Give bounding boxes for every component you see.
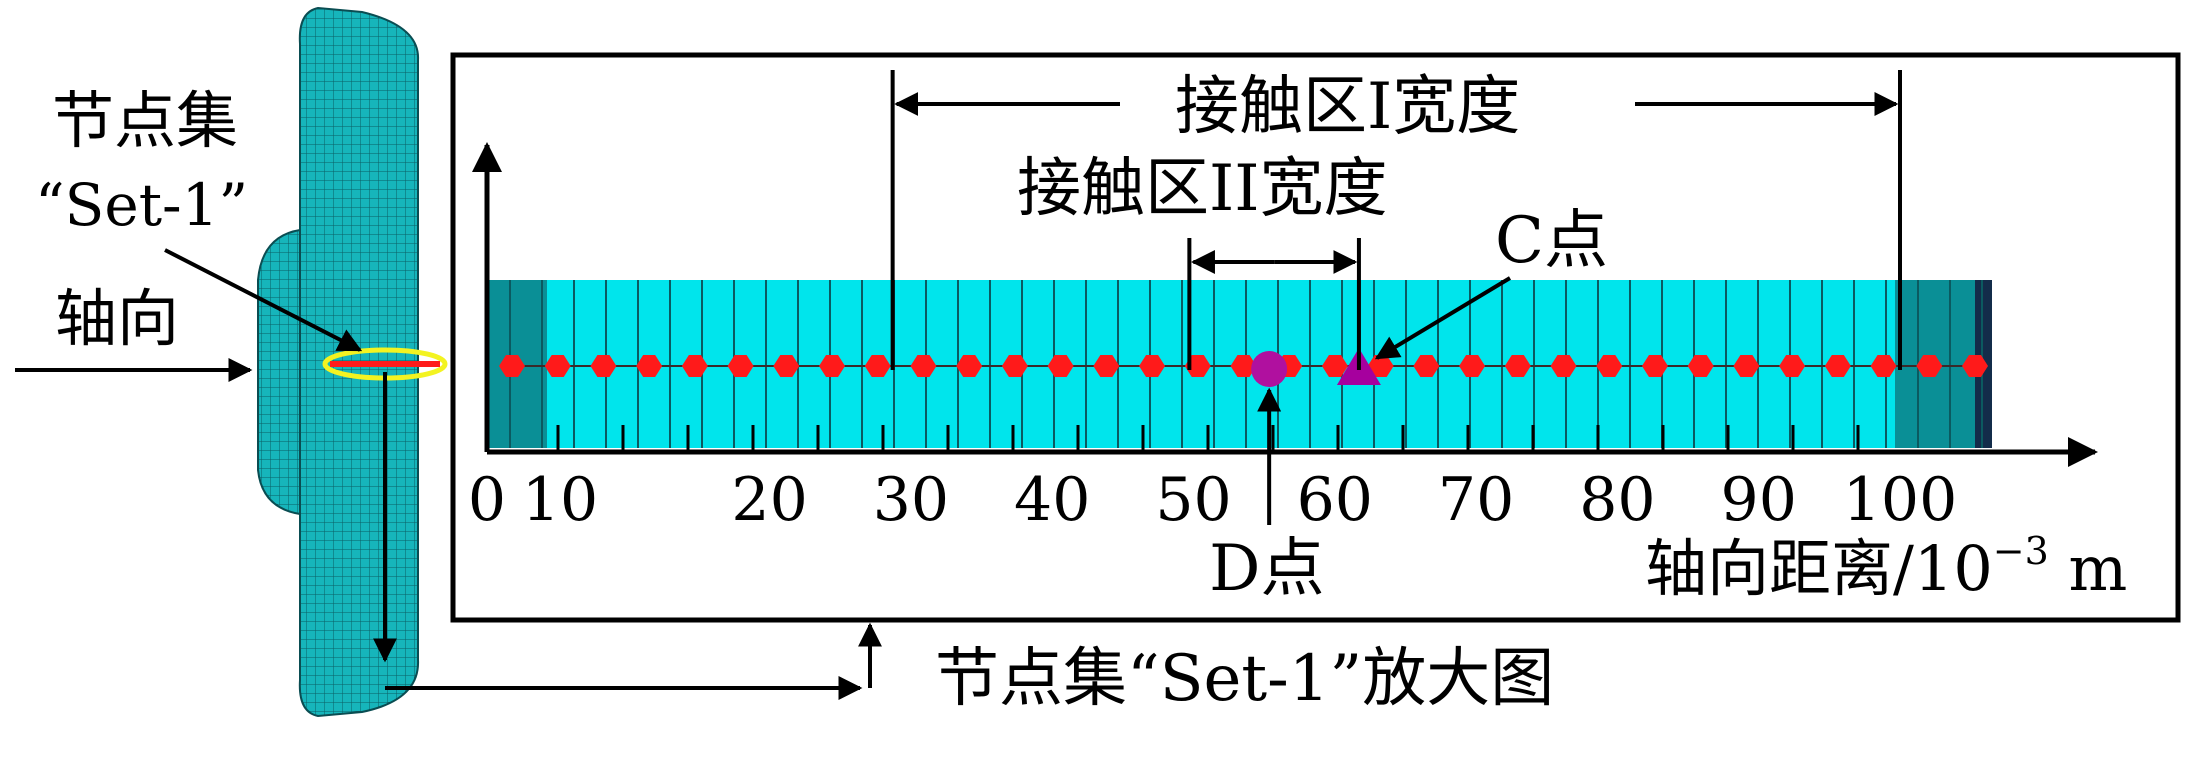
node-point — [910, 355, 937, 377]
node-set-label-line2: “Set-1” — [35, 171, 248, 239]
x-tick-label: 60 — [1297, 465, 1373, 535]
node-point — [1093, 355, 1120, 377]
x-tick-label: 70 — [1438, 465, 1514, 535]
node-point — [773, 355, 800, 377]
node-points — [499, 355, 1988, 377]
x-tick-label: 20 — [731, 465, 807, 535]
node-point — [1596, 355, 1623, 377]
node-point — [1459, 355, 1486, 377]
figure-caption: 节点集“Set-1”放大图 — [935, 642, 1554, 716]
node-point — [1367, 355, 1394, 377]
point-d-label: D点 — [1209, 532, 1324, 606]
contact-region-I: 接触区I宽度 — [890, 70, 1902, 370]
point-d-marker — [1251, 351, 1288, 387]
magnify-connector — [373, 372, 882, 700]
wheel-mesh-model — [257, 6, 448, 718]
x-tick-label: 50 — [1155, 465, 1231, 535]
x-tick-label: 0 — [468, 465, 506, 535]
node-point — [1321, 355, 1348, 377]
element-boundaries — [509, 280, 1983, 448]
node-point — [819, 355, 846, 377]
node-point — [1413, 355, 1440, 377]
node-point — [1733, 355, 1760, 377]
node-point — [1550, 355, 1577, 377]
node-point — [1870, 355, 1897, 377]
node-point — [1047, 355, 1074, 377]
node-point — [1779, 355, 1806, 377]
node-point — [499, 355, 525, 377]
node-point — [1687, 355, 1714, 377]
node-point — [590, 355, 617, 377]
node-point — [636, 355, 663, 377]
x-axis-title-exponent: −3 — [1993, 529, 2049, 573]
node-point — [956, 355, 983, 377]
node-set-pointer-arrow — [164, 248, 363, 352]
x-axis-tick-labels: 0 10 20 30 40 50 60 70 80 90 100 — [468, 465, 1957, 535]
point-c-label: C点 — [1495, 204, 1608, 278]
node-set-label-line1: 节点集 — [52, 84, 238, 157]
wheel-hub — [257, 228, 301, 516]
x-tick-label: 100 — [1843, 465, 1958, 535]
x-tick-label: 30 — [873, 465, 949, 535]
node-point — [1641, 355, 1668, 377]
node-point — [1824, 355, 1851, 377]
node-point — [727, 355, 754, 377]
point-c-pointer — [1374, 276, 1512, 360]
x-tick-label: 90 — [1721, 465, 1797, 535]
x-axis-ticks — [556, 425, 1860, 452]
x-tick-label: 10 — [522, 465, 598, 535]
node-point — [1139, 355, 1166, 377]
node-point — [1916, 355, 1943, 377]
x-axis-title: 轴向距离/10−3 m — [1645, 529, 2127, 605]
x-axis-title-unit: m — [2049, 532, 2128, 605]
node-point — [1504, 355, 1531, 377]
contact-II-width-label: 接触区II宽度 — [1017, 152, 1388, 226]
node-point — [1001, 355, 1028, 377]
x-tick-label: 80 — [1579, 465, 1655, 535]
node-point — [864, 355, 891, 377]
axial-label: 轴向 — [55, 282, 179, 355]
x-axis-title-main: 轴向距离/10 — [1645, 532, 1993, 605]
contact-region-II: 接触区II宽度 — [1017, 152, 1388, 370]
node-point — [1962, 355, 1988, 377]
contact-I-width-label: 接触区I宽度 — [1175, 70, 1520, 144]
x-tick-label: 40 — [1014, 465, 1090, 535]
node-point — [681, 355, 708, 377]
node-point — [544, 355, 571, 377]
node-point — [1230, 355, 1257, 377]
